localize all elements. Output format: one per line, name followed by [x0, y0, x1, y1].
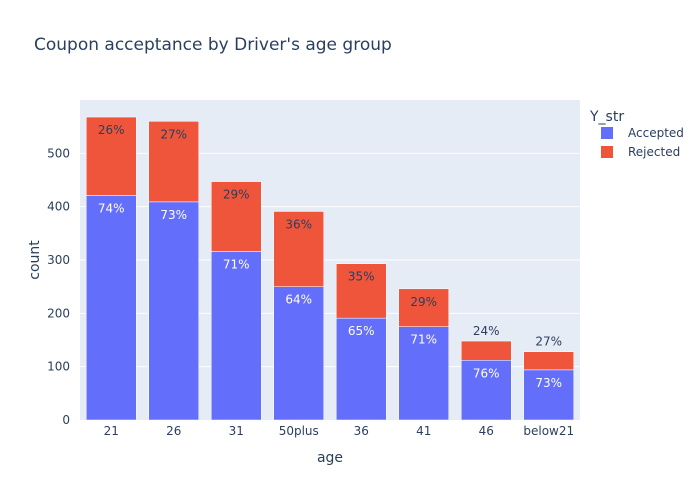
x-tick-label: 41 [416, 424, 431, 438]
x-tick-label: 21 [104, 424, 119, 438]
bar-rejected [211, 181, 262, 252]
bar-accepted [148, 201, 199, 421]
bar-labels: 74% 73% 71% 64% 65% 71% 76% 73% 26% 27% 29% 36% 35% 2… [98, 123, 562, 390]
bar-accepted [523, 369, 574, 421]
legend-label-rejected[interactable]: Rejected [628, 145, 680, 159]
bar-accepted [211, 251, 262, 421]
bar-label: 74% [98, 201, 125, 215]
bar-accepted [336, 317, 387, 421]
bar-label: 73% [160, 208, 187, 222]
legend-label-accepted[interactable]: Accepted [628, 126, 684, 140]
bar-label: 26% [98, 123, 125, 137]
bar-rejected [461, 340, 512, 361]
bar-rejected [273, 211, 324, 287]
bar-rejected [148, 121, 199, 203]
x-tick-label: below21 [523, 424, 574, 438]
y-tick-label: 200 [47, 306, 70, 320]
bar-label: 71% [223, 257, 250, 271]
legend: Y_str Accepted Rejected [589, 109, 684, 159]
bar-rejected [336, 263, 387, 319]
bar-label: 27% [160, 127, 187, 141]
bars [86, 116, 574, 421]
legend-title: Y_str [589, 109, 624, 125]
y-axis-ticks: 0 100 200 300 400 500 [47, 146, 70, 427]
bar-label: 29% [223, 188, 250, 202]
y-tick-label: 400 [47, 200, 70, 214]
bar-label: 73% [535, 376, 562, 390]
bar-label: 65% [348, 324, 375, 338]
bar-label: 24% [473, 324, 500, 338]
y-tick-label: 300 [47, 253, 70, 267]
bar-label: 29% [410, 295, 437, 309]
bar-rejected [398, 288, 449, 327]
x-tick-label: 26 [166, 424, 181, 438]
y-tick-label: 100 [47, 360, 70, 374]
y-tick-label: 500 [47, 146, 70, 160]
y-axis-title: count [27, 240, 43, 280]
x-tick-label: 46 [479, 424, 494, 438]
bar-label: 64% [285, 293, 312, 307]
x-axis-ticks: 21 26 31 50plus 36 41 46 below21 [104, 424, 575, 438]
x-axis-title: age [317, 450, 343, 466]
bar-accepted [273, 286, 324, 421]
x-tick-label: 31 [229, 424, 244, 438]
bar-label: 27% [535, 335, 562, 349]
bar-rejected [523, 351, 574, 371]
chart-title: Coupon acceptance by Driver's age group [34, 35, 392, 55]
bar-label: 35% [348, 270, 375, 284]
bar-label: 36% [285, 217, 312, 231]
bar-rejected [86, 116, 137, 196]
bar-accepted [398, 326, 449, 421]
y-tick-label: 0 [62, 413, 70, 427]
x-tick-label: 36 [354, 424, 369, 438]
bar-label: 71% [410, 333, 437, 347]
legend-swatch-rejected[interactable] [601, 146, 613, 158]
bar-accepted [86, 195, 137, 421]
legend-swatch-accepted[interactable] [601, 127, 613, 139]
x-tick-label: 50plus [279, 424, 319, 438]
bar-label: 76% [473, 366, 500, 380]
